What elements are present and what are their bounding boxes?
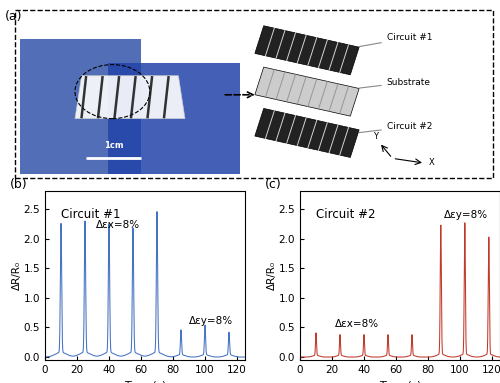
Polygon shape — [255, 67, 359, 116]
Polygon shape — [20, 39, 141, 174]
Text: Δεy=8%: Δεy=8% — [444, 210, 488, 220]
Text: Circuit #1: Circuit #1 — [61, 208, 120, 221]
Polygon shape — [255, 26, 359, 75]
Text: Circuit #2: Circuit #2 — [359, 122, 432, 133]
Text: Y: Y — [374, 132, 378, 141]
Text: Δεx=8%: Δεx=8% — [96, 220, 140, 230]
Y-axis label: ΔR/R₀: ΔR/R₀ — [12, 261, 22, 290]
Polygon shape — [108, 63, 240, 174]
Text: 1cm: 1cm — [104, 141, 123, 151]
Text: (b): (b) — [10, 178, 28, 191]
Text: (c): (c) — [265, 178, 282, 191]
Text: Δεx=8%: Δεx=8% — [335, 319, 380, 329]
X-axis label: Time (s): Time (s) — [379, 380, 421, 383]
Polygon shape — [75, 76, 185, 119]
X-axis label: Time (s): Time (s) — [124, 380, 166, 383]
Text: Δεy=8%: Δεy=8% — [189, 316, 233, 326]
Y-axis label: ΔR/R₀: ΔR/R₀ — [267, 261, 277, 290]
Text: (a): (a) — [5, 10, 22, 23]
Text: Circuit #1: Circuit #1 — [359, 33, 432, 47]
Text: Substrate: Substrate — [359, 78, 431, 88]
Text: Circuit #2: Circuit #2 — [316, 208, 376, 221]
Text: X: X — [428, 158, 434, 167]
Polygon shape — [255, 108, 359, 157]
